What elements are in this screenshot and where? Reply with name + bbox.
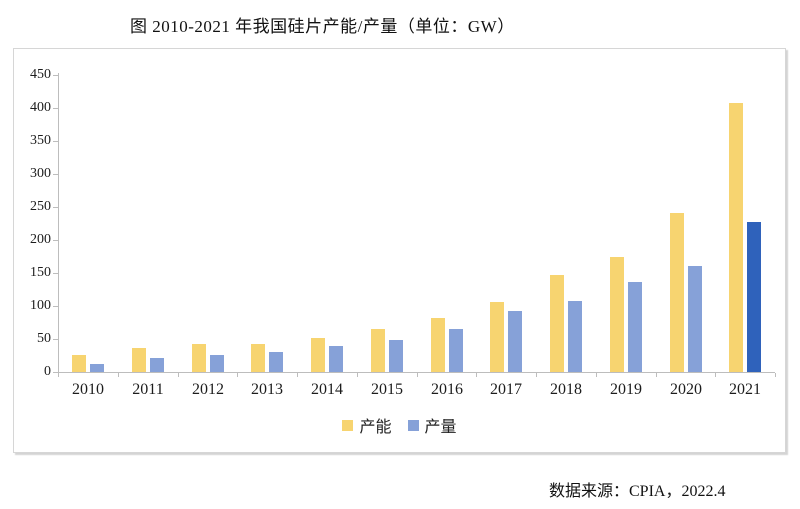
plot-area [58,75,775,372]
y-tick-label: 0 [44,364,51,379]
legend-swatch-icon [407,419,419,431]
year-group-2019 [596,75,656,372]
x-tick [596,373,597,377]
y-tick-label: 100 [30,298,51,313]
x-axis-line [58,372,775,373]
bar-产能-2019 [610,257,624,372]
year-group-2013 [237,75,297,372]
x-axis-label-2019: 2019 [610,381,642,398]
x-axis-label-2021: 2021 [729,381,761,398]
y-tick-label: 50 [37,331,51,346]
x-axis-label-2013: 2013 [251,381,283,398]
x-tick [357,373,358,377]
x-tick [178,373,179,377]
year-group-2018 [536,75,596,372]
y-tick [53,207,58,208]
bar-产能-2011 [132,348,146,372]
y-tick [53,108,58,109]
legend-swatch-icon [342,419,354,431]
year-group-2020 [656,75,716,372]
y-tick-label: 250 [30,199,51,214]
x-tick [118,373,119,377]
bar-产能-2018 [550,275,564,372]
bar-产量-2021 [747,222,761,372]
year-group-2016 [417,75,477,372]
y-axis-line [58,73,59,373]
bar-产量-2020 [688,266,702,372]
y-tick [53,174,58,175]
bar-产量-2018 [568,301,582,372]
legend-item-产量: 产量 [407,413,457,437]
year-group-2021 [715,75,775,372]
bar-产能-2013 [251,344,265,372]
y-tick-label: 350 [30,133,51,148]
bar-产量-2014 [329,346,343,372]
y-tick [53,141,58,142]
x-axis-label-2014: 2014 [311,381,343,398]
bar-产量-2011 [150,358,164,372]
x-axis-label-2017: 2017 [490,381,522,398]
x-axis-label-2020: 2020 [670,381,702,398]
x-tick [536,373,537,377]
y-tick-label: 300 [30,166,51,181]
x-axis-label-2010: 2010 [72,381,104,398]
legend-item-产能: 产能 [342,413,392,437]
x-tick [476,373,477,377]
y-tick [53,339,58,340]
bar-产量-2016 [449,329,463,372]
x-tick [715,373,716,377]
x-axis-label-2011: 2011 [132,381,164,398]
year-group-2014 [297,75,357,372]
bar-产量-2017 [508,311,522,372]
bar-产能-2017 [490,302,504,372]
chart-legend: 产能 产量 [14,413,785,437]
y-tick [53,372,58,373]
year-group-2017 [476,75,536,372]
x-axis-label-2015: 2015 [371,381,403,398]
x-tick [656,373,657,377]
chart-title: 图 2010-2021 年我国硅片产能/产量（单位：GW） [130,17,515,36]
bar-产量-2013 [269,352,283,372]
chart-frame: 0 50 100 150 200 250 300 350 400 450 2010 2011 2012… [13,48,786,453]
bar-产能-2014 [311,338,325,372]
y-tick-label: 450 [30,67,51,82]
year-group-2012 [178,75,238,372]
bar-产能-2021 [729,103,743,372]
y-tick-label: 150 [30,265,51,280]
y-tick [53,240,58,241]
bar-产能-2016 [431,318,445,372]
bar-产量-2019 [628,282,642,372]
x-tick [775,373,776,377]
year-group-2010 [58,75,118,372]
x-tick [417,373,418,377]
bar-产量-2015 [389,340,403,372]
x-axis-label-2012: 2012 [192,381,224,398]
y-tick [53,273,58,274]
x-tick [297,373,298,377]
bar-产能-2012 [192,344,206,372]
x-tick [58,373,59,377]
bar-产能-2015 [371,329,385,372]
year-group-2015 [357,75,417,372]
bar-产能-2020 [670,213,684,372]
source-note: 数据来源：CPIA，2022.4 [549,483,726,500]
bar-产能-2010 [72,355,86,372]
x-axis-label-2018: 2018 [550,381,582,398]
year-group-2011 [118,75,178,372]
x-tick [237,373,238,377]
y-tick-label: 200 [30,232,51,247]
x-axis-label-2016: 2016 [431,381,463,398]
y-tick [53,306,58,307]
y-tick [53,75,58,76]
bar-产量-2010 [90,364,104,372]
bar-产量-2012 [210,355,224,372]
legend-label: 产能 [359,419,392,436]
legend-label: 产量 [424,419,457,436]
y-tick-label: 400 [30,100,51,115]
